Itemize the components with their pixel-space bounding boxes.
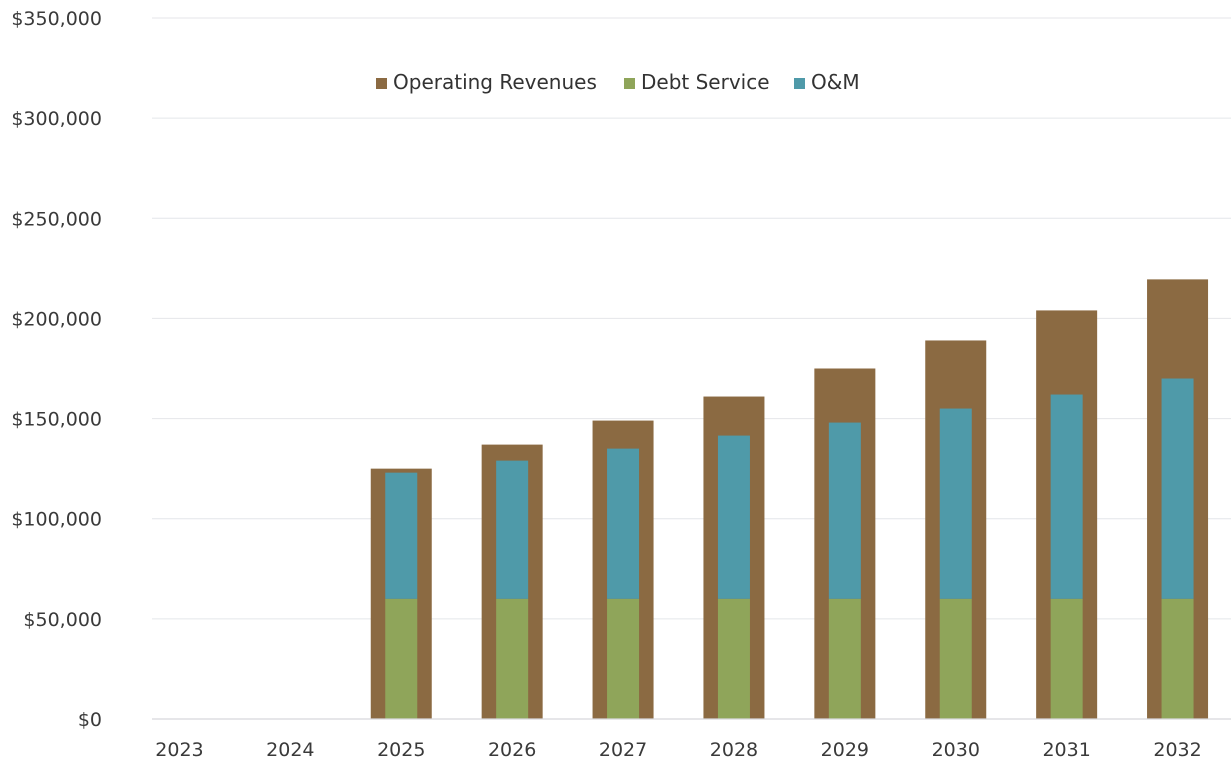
y-tick-label: $300,000	[11, 108, 102, 130]
legend-label: Operating Revenues	[393, 70, 597, 94]
x-tick-label: 2029	[821, 739, 869, 761]
y-tick-label: $250,000	[11, 208, 102, 230]
legend-label: O&M	[811, 70, 860, 94]
bar-om	[496, 460, 529, 599]
x-tick-label: 2027	[599, 739, 647, 761]
bar-debt-service	[1161, 598, 1194, 719]
legend: Operating Revenues Debt Service O&M	[376, 70, 860, 94]
bars	[370, 279, 1209, 719]
y-axis: $0 $50,000 $100,000 $150,000 $200,000 $250,00…	[11, 8, 102, 731]
bar-debt-service	[607, 598, 640, 719]
x-tick-label: 2028	[710, 739, 758, 761]
y-tick-label: $150,000	[11, 409, 102, 431]
y-tick-label: $0	[78, 709, 102, 731]
x-tick-label: 2030	[932, 739, 980, 761]
bar-om	[607, 448, 640, 599]
bar-debt-service	[1050, 598, 1083, 719]
bar-debt-service	[828, 598, 861, 719]
gridlines	[152, 17, 1231, 620]
y-tick-label: $100,000	[11, 509, 102, 531]
bar-om	[717, 435, 750, 599]
x-tick-label: 2031	[1042, 739, 1090, 761]
x-tick-label: 2025	[377, 739, 425, 761]
x-tick-label: 2024	[266, 739, 314, 761]
y-tick-label: $50,000	[23, 609, 102, 631]
legend-label: Debt Service	[641, 70, 770, 94]
y-tick-label: $200,000	[11, 308, 102, 330]
bar-om	[385, 472, 418, 599]
x-axis: 2023 2024 2025 2026 2027 2028 2029 2030 2031 2032	[152, 718, 1231, 761]
x-tick-label: 2032	[1153, 739, 1201, 761]
legend-swatch	[376, 78, 387, 89]
bar-om	[828, 422, 861, 599]
legend-swatch	[624, 78, 635, 89]
bar-om	[1161, 378, 1194, 599]
bar-om	[939, 408, 972, 599]
bar-debt-service	[496, 598, 529, 719]
x-tick-label: 2023	[155, 739, 203, 761]
x-tick-label: 2026	[488, 739, 536, 761]
bar-om	[1050, 394, 1083, 599]
y-tick-label: $350,000	[11, 8, 102, 30]
legend-swatch	[794, 78, 805, 89]
bar-debt-service	[385, 598, 418, 719]
bar-debt-service	[939, 598, 972, 719]
bar-debt-service	[717, 598, 750, 719]
